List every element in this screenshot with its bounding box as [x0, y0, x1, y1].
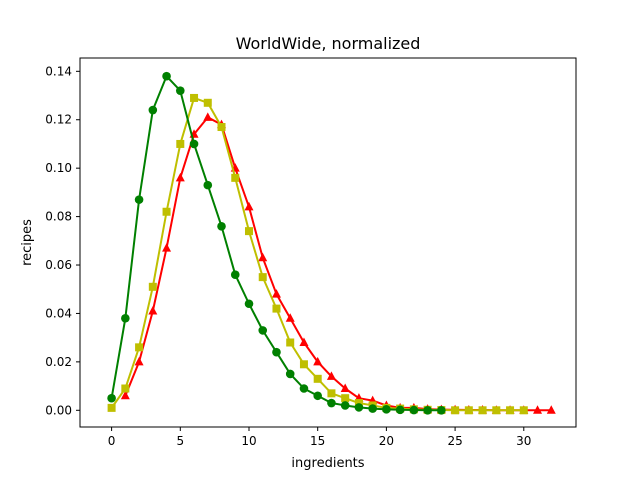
series-3-point: [382, 405, 391, 414]
series-2-point: [107, 403, 116, 412]
y-tick-label: 0.12: [45, 113, 72, 127]
series-3-point: [313, 391, 322, 401]
series-3-point: [437, 405, 446, 415]
series-1-point: [203, 112, 213, 121]
axes-frame: [79, 57, 577, 428]
axis-ticks: 0 5 10 15 20 25 30 0.00 0.02 0.04 0.06 0.08 0.10 0.12…: [45, 64, 531, 448]
series-2-point: [327, 389, 336, 398]
series-3-point: [230, 270, 240, 280]
series-2-point: [354, 399, 363, 408]
y-tick-label: 0.14: [45, 64, 72, 78]
series-3-point: [368, 404, 377, 413]
series-1-point: [175, 172, 185, 182]
y-tick-label: 0.04: [45, 306, 72, 320]
series-2-point: [231, 173, 240, 182]
series-3-point: [395, 405, 405, 415]
series-2-point: [506, 406, 515, 415]
series-2-point: [244, 227, 253, 236]
series-1-point: [533, 405, 543, 414]
y-tick-label: 0.00: [45, 403, 72, 417]
series-1-point: [162, 243, 172, 252]
series-2-point: [162, 207, 171, 216]
series-2-point: [464, 406, 473, 415]
series-3-point: [107, 393, 116, 403]
y-axis-label: recipes: [20, 219, 35, 266]
series-1-point: [134, 356, 144, 366]
series-1-point: [258, 252, 268, 262]
series-3-point: [299, 384, 309, 393]
series-3-point: [409, 405, 419, 415]
series-2-point: [478, 406, 487, 415]
series-3-point: [148, 105, 158, 115]
series-1-point: [244, 201, 254, 211]
series-1-point: [148, 306, 158, 315]
series-1-point: [271, 289, 281, 298]
series-2-point: [148, 282, 157, 291]
series-3-point: [258, 326, 268, 335]
series-2-point: [176, 139, 185, 148]
series-3-point: [189, 139, 199, 149]
series-3-point: [121, 313, 130, 323]
y-tick-label: 0.06: [45, 258, 72, 272]
series-3-point: [175, 86, 185, 95]
series-2-point: [135, 343, 144, 352]
series-1-point: [299, 337, 309, 346]
series-2-point: [492, 406, 501, 415]
series-1-point: [285, 313, 295, 322]
series-2-point: [258, 273, 267, 282]
x-tick-label: 20: [379, 434, 394, 448]
series-3-point: [203, 180, 213, 190]
x-tick-label: 30: [516, 434, 531, 448]
x-tick-label: 5: [176, 434, 184, 448]
chart-title: WorldWide, normalized: [236, 34, 421, 53]
series-2-point: [519, 406, 528, 415]
series-3-point: [134, 195, 144, 204]
series-1-point: [313, 356, 323, 366]
series-1-point: [546, 405, 556, 414]
series-1-point: [326, 371, 336, 380]
series-1-point: [120, 390, 130, 400]
series-2-point: [299, 360, 308, 369]
x-tick-label: 25: [447, 434, 462, 448]
series-3: [107, 71, 446, 415]
x-tick-label: 0: [108, 434, 116, 448]
y-tick-label: 0.08: [45, 210, 72, 224]
series-3-point: [340, 401, 350, 410]
series-3-point: [327, 398, 336, 408]
series-3-point: [244, 299, 254, 309]
series-3-point: [354, 403, 364, 412]
x-axis-label: ingredients: [291, 456, 364, 471]
series-2-point: [286, 338, 295, 347]
series-1-point: [340, 383, 350, 393]
series-3-point: [272, 347, 281, 357]
series-2-point: [341, 394, 350, 403]
x-tick-label: 15: [310, 434, 325, 448]
series-2-point: [313, 374, 322, 383]
series-2-point: [190, 93, 199, 102]
series-2-point: [217, 123, 226, 132]
y-tick-label: 0.10: [45, 161, 72, 175]
y-tick-label: 0.02: [45, 355, 72, 369]
series-3-point: [423, 405, 432, 415]
series-2-point: [451, 406, 460, 415]
series-3-point: [217, 221, 226, 231]
series-3-point: [162, 71, 171, 81]
x-tick-label: 10: [241, 434, 256, 448]
series-2-point: [121, 384, 130, 393]
plot-area: [107, 71, 556, 415]
series-3-point: [285, 369, 295, 379]
series-2-point: [203, 98, 212, 107]
series-2-point: [272, 304, 281, 313]
